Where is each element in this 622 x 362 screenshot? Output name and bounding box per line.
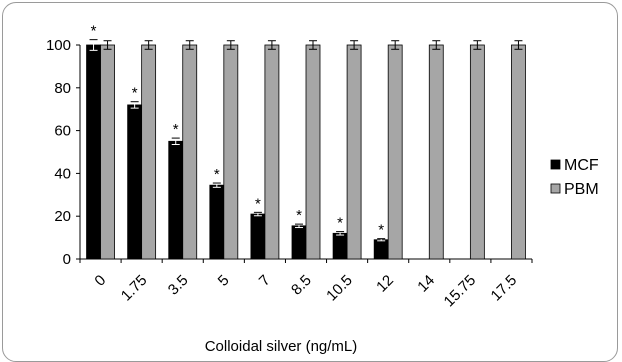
bar-mcf — [86, 44, 101, 260]
chart-bars: * * * * * * * * — [86, 23, 526, 260]
bar-pbm — [511, 44, 526, 260]
bar-pbm — [428, 44, 444, 260]
y-tick-label: 0 — [63, 251, 71, 268]
x-tick-label: 1.75 — [118, 272, 151, 305]
y-tick-label: 40 — [54, 165, 71, 182]
bar-pbm — [469, 44, 485, 260]
significance-marker: * — [378, 222, 384, 239]
bar-pbm — [182, 44, 198, 260]
bar-mcf — [168, 140, 184, 260]
bar-mcf — [291, 225, 307, 260]
significance-marker: * — [91, 23, 97, 40]
legend-swatch-mcf — [550, 159, 561, 170]
x-tick-label: 12 — [373, 272, 397, 296]
x-tick-label: 5 — [215, 272, 233, 290]
x-tick-label: 7 — [256, 272, 274, 290]
bar-pbm — [305, 44, 321, 260]
y-tick-labels: 0 20 40 60 80 100 — [46, 37, 71, 268]
bar-pbm — [223, 44, 239, 260]
x-tick-label: 15.75 — [441, 272, 480, 311]
bar-mcf — [209, 184, 225, 260]
x-tick-label: 17.5 — [488, 272, 521, 305]
x-tick-label: 10.5 — [323, 272, 356, 305]
bar-mcf — [250, 213, 266, 260]
significance-marker: * — [214, 166, 220, 183]
y-tick-label: 80 — [54, 80, 71, 97]
bar-pbm — [100, 44, 115, 260]
bar-mcf — [127, 104, 143, 260]
x-tick-label: 8.5 — [288, 272, 315, 299]
bar-pbm — [264, 44, 280, 260]
bar-pbm — [141, 44, 157, 260]
significance-marker: * — [132, 85, 138, 102]
legend-label-pbm: PBM — [564, 181, 599, 198]
x-tick-label: 3.5 — [165, 272, 192, 299]
x-tick-label: 0 — [91, 272, 109, 290]
significance-marker: * — [296, 207, 302, 224]
x-tick-label: 14 — [414, 272, 438, 296]
legend-label-mcf: MCF — [564, 157, 599, 174]
x-tick-labels: 0 1.75 3.5 5 7 8.5 10.5 12 14 15.75 17.5 — [91, 272, 520, 311]
significance-marker: * — [173, 121, 179, 138]
significance-marker: * — [255, 195, 261, 212]
bar-mcf — [332, 232, 348, 260]
legend-swatch-pbm — [550, 183, 561, 194]
legend: MCF PBM — [550, 157, 599, 198]
y-tick-label: 20 — [54, 208, 71, 225]
y-tick-label: 100 — [46, 37, 71, 54]
x-axis-title: Colloidal silver (ng/mL) — [205, 338, 358, 355]
y-tick-label: 60 — [54, 123, 71, 140]
bar-pbm — [387, 44, 403, 260]
significance-marker: * — [337, 215, 343, 232]
bar-pbm — [346, 44, 362, 260]
bar-mcf — [373, 239, 389, 260]
